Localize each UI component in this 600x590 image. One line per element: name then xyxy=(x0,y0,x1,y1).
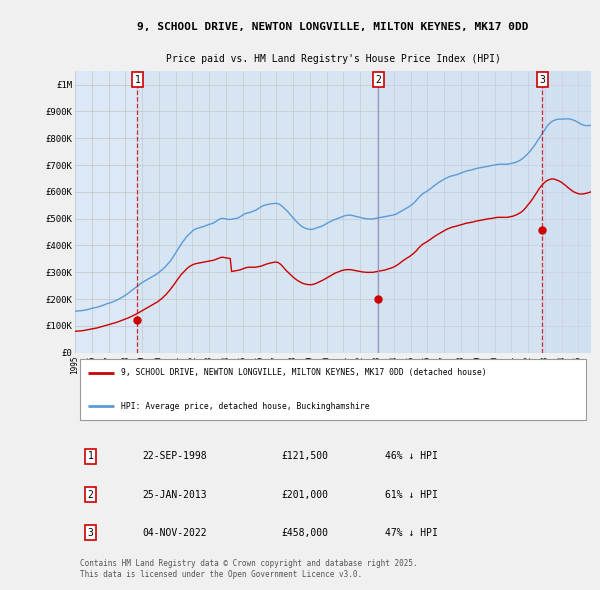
Text: Contains HM Land Registry data © Crown copyright and database right 2025.
This d: Contains HM Land Registry data © Crown c… xyxy=(80,559,418,579)
FancyBboxPatch shape xyxy=(80,359,586,420)
Text: 3: 3 xyxy=(539,74,545,84)
Text: HPI: Average price, detached house, Buckinghamshire: HPI: Average price, detached house, Buck… xyxy=(121,402,370,411)
Text: 04-NOV-2022: 04-NOV-2022 xyxy=(142,527,207,537)
Text: £201,000: £201,000 xyxy=(281,490,328,500)
Text: 9, SCHOOL DRIVE, NEWTON LONGVILLE, MILTON KEYNES, MK17 0DD: 9, SCHOOL DRIVE, NEWTON LONGVILLE, MILTO… xyxy=(137,22,529,32)
Text: £121,500: £121,500 xyxy=(281,451,328,461)
Text: 2: 2 xyxy=(375,74,381,84)
Text: 3: 3 xyxy=(88,527,94,537)
Text: 22-SEP-1998: 22-SEP-1998 xyxy=(142,451,207,461)
Bar xyxy=(542,71,591,353)
Text: Price paid vs. HM Land Registry's House Price Index (HPI): Price paid vs. HM Land Registry's House … xyxy=(166,54,500,64)
Bar xyxy=(137,71,591,353)
Text: £458,000: £458,000 xyxy=(281,527,328,537)
Text: 46% ↓ HPI: 46% ↓ HPI xyxy=(385,451,437,461)
Text: 61% ↓ HPI: 61% ↓ HPI xyxy=(385,490,437,500)
Text: 1: 1 xyxy=(88,451,94,461)
Bar xyxy=(378,71,591,353)
Text: 47% ↓ HPI: 47% ↓ HPI xyxy=(385,527,437,537)
Text: 9, SCHOOL DRIVE, NEWTON LONGVILLE, MILTON KEYNES, MK17 0DD (detached house): 9, SCHOOL DRIVE, NEWTON LONGVILLE, MILTO… xyxy=(121,368,487,377)
Text: 1: 1 xyxy=(134,74,140,84)
Text: 2: 2 xyxy=(88,490,94,500)
Text: 25-JAN-2013: 25-JAN-2013 xyxy=(142,490,207,500)
